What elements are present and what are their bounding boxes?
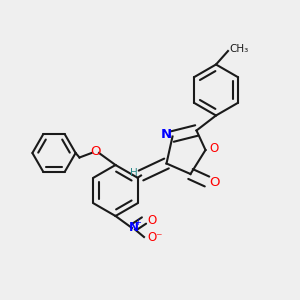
Text: CH₃: CH₃ xyxy=(230,44,249,54)
Text: +: + xyxy=(134,218,141,227)
Text: O⁻: O⁻ xyxy=(147,231,163,244)
Text: N: N xyxy=(128,220,139,234)
Text: N: N xyxy=(160,128,172,142)
Text: O: O xyxy=(209,176,220,190)
Text: O: O xyxy=(209,142,218,155)
Text: H: H xyxy=(130,167,137,178)
Text: O: O xyxy=(90,145,101,158)
Text: O: O xyxy=(147,214,156,227)
